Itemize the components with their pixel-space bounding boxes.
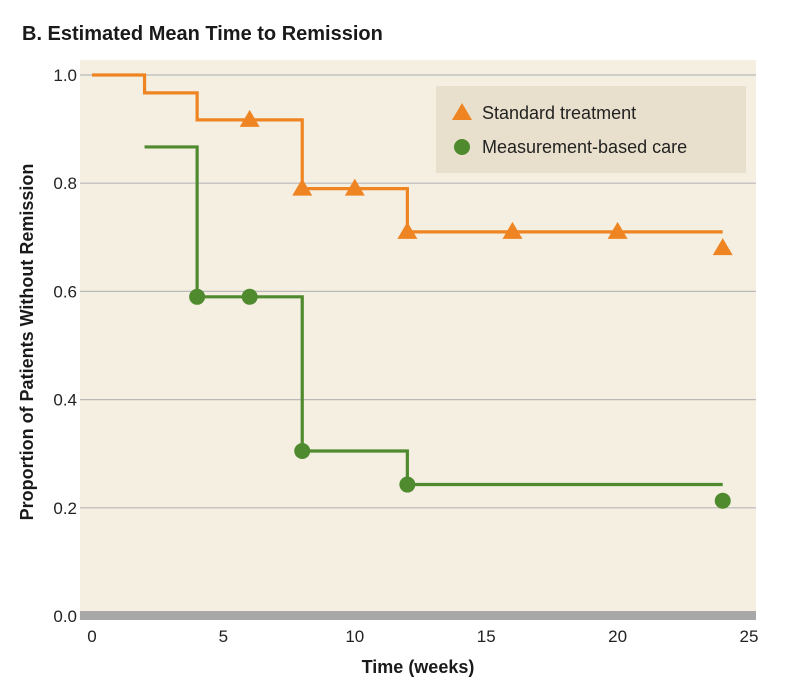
triangle-marker xyxy=(502,221,523,239)
y-tick-label: 0.8 xyxy=(53,174,77,193)
x-tick-label: 0 xyxy=(87,627,96,646)
triangle-marker xyxy=(239,109,260,127)
legend-box xyxy=(436,86,746,173)
legend: Standard treatment Measurement-based care xyxy=(436,86,746,173)
x-tick-label: 25 xyxy=(740,627,759,646)
series-markers xyxy=(189,109,733,509)
x-axis-label: Time (weeks) xyxy=(362,657,475,677)
triangle-marker xyxy=(397,221,418,239)
x-tick-label: 15 xyxy=(477,627,496,646)
triangle-marker xyxy=(607,221,628,239)
y-tick-label: 0.2 xyxy=(53,499,77,518)
triangle-marker xyxy=(712,238,733,256)
y-tick-labels: 0.0 0.2 0.4 0.6 0.8 1.0 xyxy=(53,66,77,626)
y-tick-label: 0.0 xyxy=(53,607,77,626)
legend-label: Measurement-based care xyxy=(482,137,687,157)
circle-marker xyxy=(189,288,206,305)
y-axis-label: Proportion of Patients Without Remission xyxy=(17,164,37,521)
x-tick-labels: 0 5 10 15 20 25 xyxy=(87,627,758,646)
y-tick-label: 0.6 xyxy=(53,282,77,301)
circle-marker xyxy=(714,492,731,509)
x-tick-label: 20 xyxy=(608,627,627,646)
circle-marker xyxy=(294,442,311,459)
triangle-marker xyxy=(344,178,365,196)
legend-circle-marker xyxy=(454,139,470,155)
y-tick-label: 1.0 xyxy=(53,66,77,85)
triangle-marker xyxy=(292,178,313,196)
legend-label: Standard treatment xyxy=(482,103,636,123)
legend-triangle-marker xyxy=(452,103,472,120)
x-tick-label: 5 xyxy=(219,627,228,646)
y-tick-label: 0.4 xyxy=(53,391,77,410)
circle-marker xyxy=(241,288,258,305)
x-tick-label: 10 xyxy=(345,627,364,646)
circle-marker xyxy=(399,476,416,493)
chart-title: B. Estimated Mean Time to Remission xyxy=(22,23,383,45)
x-axis-baseline xyxy=(80,611,756,620)
